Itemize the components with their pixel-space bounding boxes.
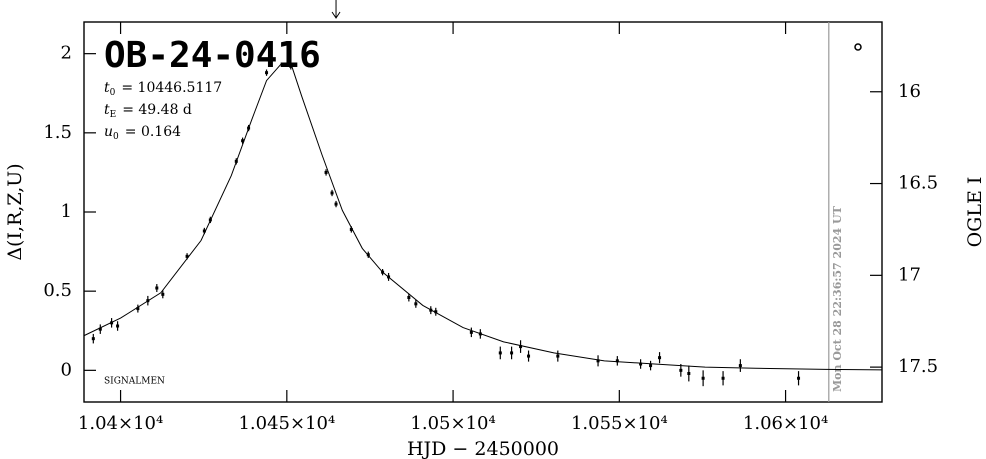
- data-point: [510, 351, 514, 355]
- parameter-value: = 0.164: [125, 124, 181, 140]
- data-point: [687, 372, 691, 375]
- source-label: SIGNALMEN: [104, 377, 165, 387]
- x-tick-label: 1.055×10⁴: [571, 413, 668, 434]
- parameter-symbol: u: [104, 124, 113, 140]
- y-tick-label: 2: [61, 43, 72, 64]
- data-point: [387, 275, 391, 279]
- data-point: [679, 368, 683, 372]
- parameter-symbol: t: [104, 80, 110, 96]
- data-point: [381, 270, 385, 274]
- parameter-subscript: 0: [110, 88, 116, 98]
- y2-tick-label: 16: [898, 81, 921, 102]
- data-point: [330, 191, 334, 195]
- data-point: [556, 354, 560, 358]
- data-point: [202, 229, 206, 233]
- data-point: [247, 126, 251, 130]
- data-point: [110, 321, 114, 325]
- parameter-symbol: t: [104, 102, 110, 118]
- parameter-subscript: E: [110, 110, 117, 120]
- data-point: [116, 324, 120, 328]
- plot-frame: [83, 21, 883, 403]
- y-tick-label: 0: [61, 359, 72, 380]
- x-tick-label: 1.045×10⁴: [238, 413, 335, 434]
- data-point: [349, 227, 353, 231]
- data-point: [407, 296, 411, 299]
- chart-title: OB-24-0416: [104, 35, 321, 76]
- data-point: [334, 202, 338, 206]
- data-point: [185, 254, 189, 258]
- data-point: [265, 71, 269, 75]
- parameter-value: = 49.48 d: [122, 102, 192, 118]
- data-point: [324, 170, 328, 174]
- data-point: [469, 330, 473, 334]
- data-point: [98, 327, 102, 331]
- y-tick-label: 1.5: [43, 122, 72, 143]
- x-axis-label: HJD − 2450000: [407, 438, 559, 459]
- data-point: [639, 362, 643, 366]
- parameter: t0 = 10446.5117: [104, 80, 222, 98]
- event-arrow: [331, 0, 341, 19]
- data-point: [478, 332, 482, 336]
- y2-tick-label: 17: [898, 264, 921, 285]
- data-point: [241, 139, 245, 143]
- x-tick-label: 1.05×10⁴: [410, 413, 495, 434]
- data-point: [429, 308, 433, 312]
- data-point: [155, 286, 159, 290]
- y-tick-label: 0.5: [43, 280, 72, 301]
- data-point: [434, 310, 438, 314]
- data-point: [596, 359, 600, 363]
- parameter-subscript: 0: [113, 132, 119, 142]
- y2-tick-label: 17.5: [898, 356, 938, 377]
- x-tick-label: 1.04×10⁴: [78, 413, 163, 434]
- y-axis-label: Δ(I,R,Z,U): [4, 163, 26, 260]
- now-label: Mon Oct 28 22:36:57 2024 UT: [831, 205, 844, 392]
- parameter: tE = 49.48 d: [104, 102, 192, 120]
- data-point: [208, 218, 212, 222]
- data-point: [366, 253, 370, 257]
- data-point: [701, 376, 705, 380]
- parameter-value: = 10446.5117: [121, 80, 222, 96]
- data-point: [91, 337, 95, 341]
- model-curve: [84, 62, 883, 371]
- data-point: [234, 159, 238, 163]
- y2-tick-label: 16.5: [898, 173, 938, 194]
- data-point: [649, 364, 653, 368]
- data-point: [136, 307, 140, 311]
- data-point: [498, 351, 502, 355]
- data-point: [146, 299, 150, 303]
- data-point: [658, 356, 662, 360]
- data-point: [289, 64, 293, 68]
- data-point: [721, 376, 725, 380]
- data-point: [161, 292, 165, 296]
- data-point: [738, 364, 742, 368]
- data-point: [615, 359, 619, 363]
- data-point: [797, 376, 801, 380]
- data-point: [414, 302, 418, 306]
- data-point: [519, 345, 523, 349]
- x-tick-label: 1.06×10⁴: [743, 413, 828, 434]
- y-tick-label: 1: [61, 201, 72, 222]
- parameter: u0 = 0.164: [104, 124, 181, 142]
- y2-axis-label: OGLE I: [964, 177, 986, 248]
- symbol-marker: [854, 43, 862, 51]
- data-point: [527, 354, 531, 358]
